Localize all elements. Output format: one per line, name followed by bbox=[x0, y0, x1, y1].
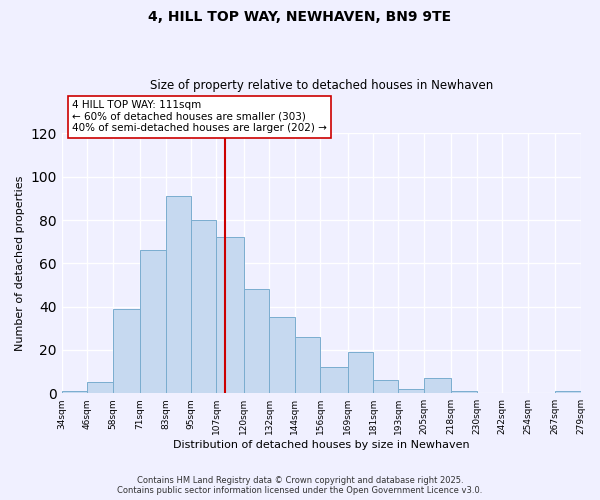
Bar bbox=[217, 238, 244, 393]
Bar bbox=[398, 389, 424, 393]
Text: 4 HILL TOP WAY: 111sqm
← 60% of detached houses are smaller (303)
40% of semi-de: 4 HILL TOP WAY: 111sqm ← 60% of detached… bbox=[72, 100, 327, 134]
Bar bbox=[140, 250, 166, 393]
Bar bbox=[555, 391, 581, 393]
Text: 4, HILL TOP WAY, NEWHAVEN, BN9 9TE: 4, HILL TOP WAY, NEWHAVEN, BN9 9TE bbox=[148, 10, 452, 24]
Bar bbox=[191, 220, 217, 393]
Title: Size of property relative to detached houses in Newhaven: Size of property relative to detached ho… bbox=[149, 79, 493, 92]
Bar bbox=[269, 318, 295, 393]
Bar bbox=[87, 382, 113, 393]
Bar bbox=[320, 367, 347, 393]
X-axis label: Distribution of detached houses by size in Newhaven: Distribution of detached houses by size … bbox=[173, 440, 469, 450]
Bar bbox=[451, 391, 477, 393]
Y-axis label: Number of detached properties: Number of detached properties bbox=[15, 176, 25, 351]
Text: Contains HM Land Registry data © Crown copyright and database right 2025.
Contai: Contains HM Land Registry data © Crown c… bbox=[118, 476, 482, 495]
Bar bbox=[424, 378, 451, 393]
Bar bbox=[166, 196, 191, 393]
Bar bbox=[295, 337, 320, 393]
Bar bbox=[347, 352, 373, 393]
Bar bbox=[62, 391, 87, 393]
Bar bbox=[373, 380, 398, 393]
Bar bbox=[244, 290, 269, 393]
Bar bbox=[113, 309, 140, 393]
